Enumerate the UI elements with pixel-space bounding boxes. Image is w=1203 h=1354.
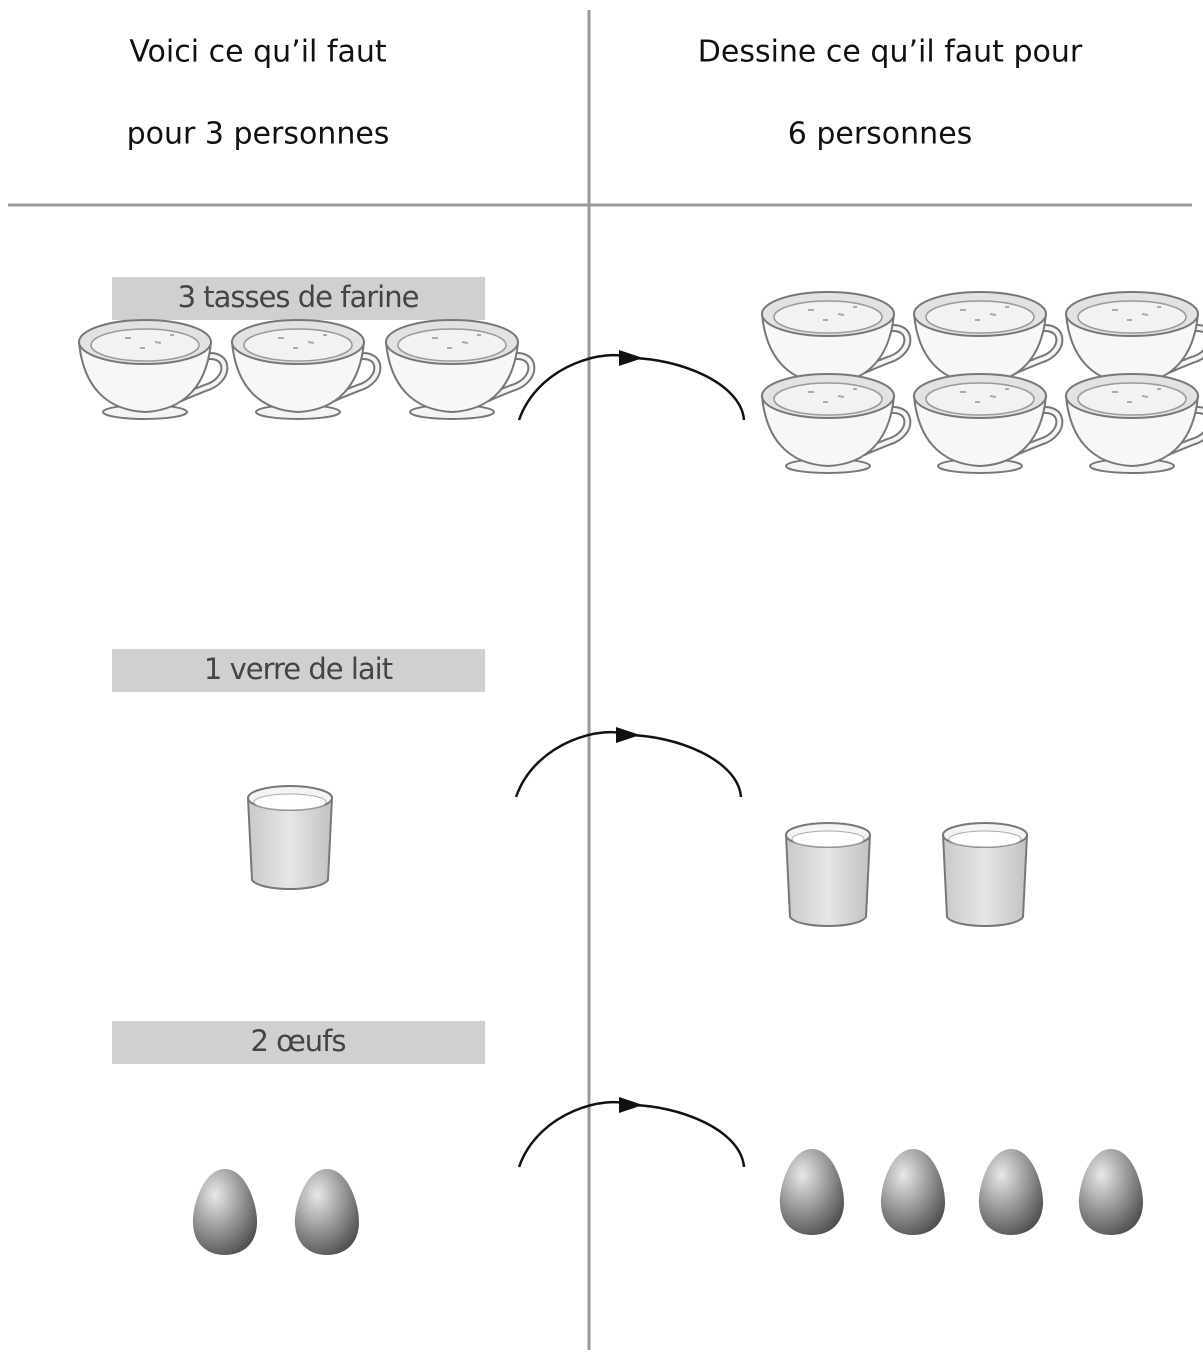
- cup: [1066, 374, 1203, 473]
- arrow: [517, 1095, 746, 1169]
- row-label: 1 verre de lait: [204, 652, 393, 686]
- arrow: [514, 725, 743, 799]
- glass: [942, 822, 1028, 927]
- cup: [79, 320, 224, 419]
- egg: [978, 1149, 1044, 1235]
- label-box: [112, 1021, 485, 1064]
- header-left: pour 3 personnes: [127, 117, 390, 152]
- header-left: Voici ce qu’il faut: [129, 35, 386, 70]
- egg: [1078, 1149, 1144, 1235]
- cup: [762, 374, 907, 473]
- label-box: [112, 649, 485, 692]
- egg: [779, 1149, 845, 1235]
- egg: [192, 1169, 258, 1255]
- glass: [247, 785, 333, 890]
- glass: [785, 822, 871, 927]
- row-label: 2 œufs: [250, 1024, 345, 1058]
- arrow: [517, 348, 746, 422]
- egg: [294, 1169, 360, 1255]
- header-right: Dessine ce qu’il faut pour: [698, 35, 1083, 70]
- row-label: 3 tasses de farine: [178, 280, 419, 314]
- cup: [386, 320, 531, 419]
- cup: [914, 374, 1059, 473]
- label-box: [112, 277, 485, 320]
- header-right: 6 personnes: [788, 117, 973, 152]
- egg: [880, 1149, 946, 1235]
- cup: [232, 320, 377, 419]
